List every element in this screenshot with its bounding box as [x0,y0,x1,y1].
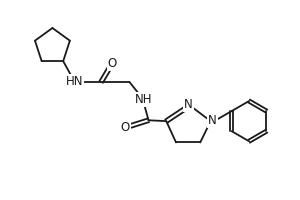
Text: N: N [208,114,217,127]
Text: O: O [107,57,117,70]
Text: N: N [184,98,193,111]
Text: O: O [121,121,130,134]
Text: NH: NH [135,93,152,106]
Text: HN: HN [66,75,83,88]
